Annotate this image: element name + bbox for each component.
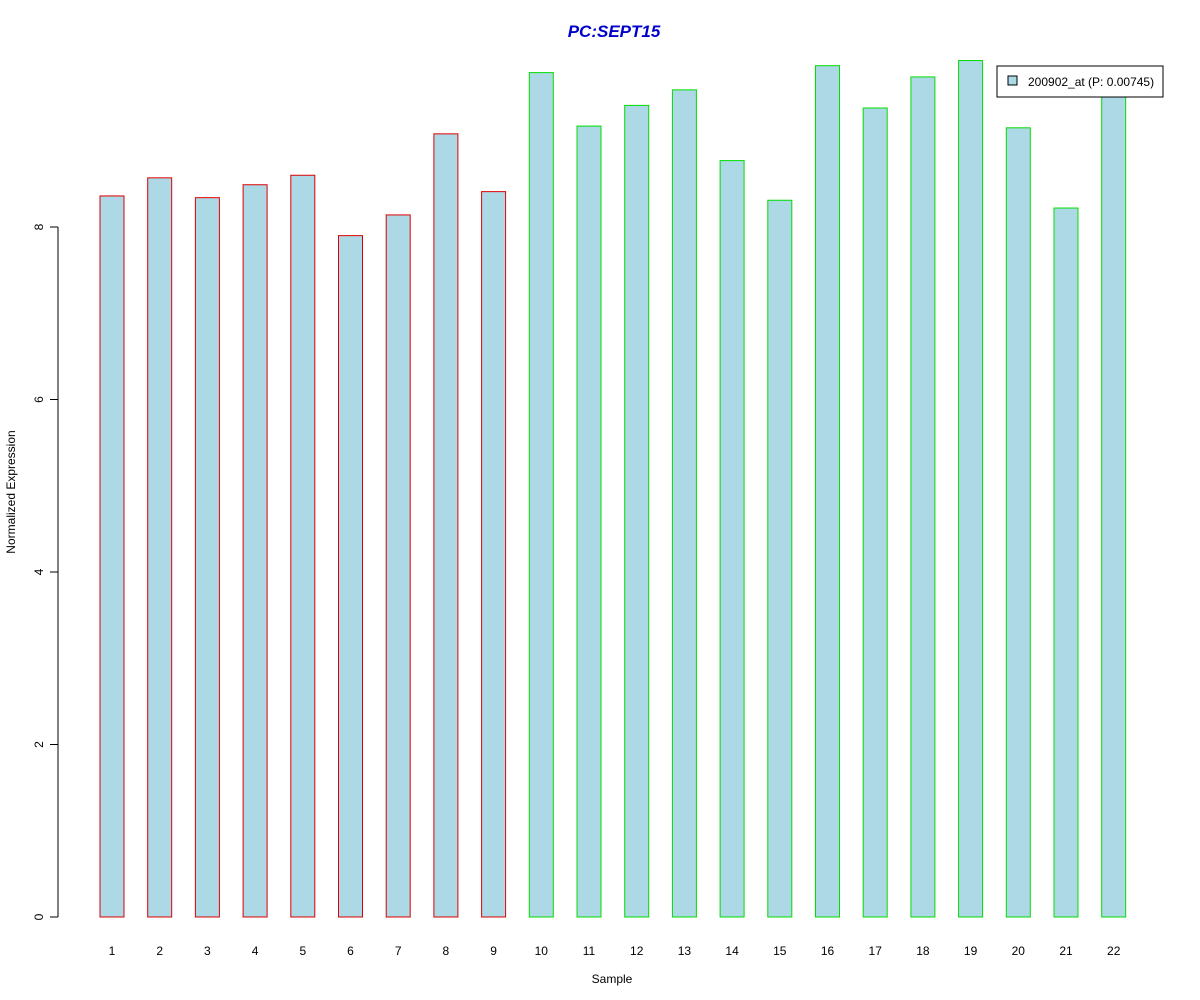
y-tick-label: 6 xyxy=(32,396,46,403)
x-tick-label: 20 xyxy=(1012,944,1026,958)
y-tick-label: 2 xyxy=(32,741,46,748)
chart-title: PC:SEPT15 xyxy=(568,22,661,41)
x-tick-label: 9 xyxy=(490,944,497,958)
x-tick-label: 6 xyxy=(347,944,354,958)
x-tick-label: 15 xyxy=(773,944,787,958)
legend-label: 200902_at (P: 0.00745) xyxy=(1028,75,1154,89)
x-tick-label: 13 xyxy=(678,944,692,958)
x-tick-label: 1 xyxy=(109,944,116,958)
bar-sample-15 xyxy=(767,199,793,918)
bar-sample-7 xyxy=(385,214,411,918)
y-axis: 0 2 4 6 8 xyxy=(32,223,59,920)
x-tick-label: 21 xyxy=(1059,944,1073,958)
bar-sample-4 xyxy=(242,184,268,918)
legend-swatch xyxy=(1007,75,1018,86)
y-tick-label: 8 xyxy=(32,223,46,230)
y-tick-label: 0 xyxy=(32,913,46,920)
bar-sample-3 xyxy=(194,197,220,918)
x-tick-label: 14 xyxy=(725,944,739,958)
x-tick-labels: 1 2 3 4 5 6 7 8 9 10 11 12 13 14 15 16 17 18 19 20 21 22 xyxy=(109,944,1121,958)
x-tick-label: 12 xyxy=(630,944,644,958)
x-tick-label: 3 xyxy=(204,944,211,958)
bar-sample-13 xyxy=(671,89,697,918)
bar-sample-11 xyxy=(576,125,602,918)
bar-sample-2 xyxy=(147,177,173,918)
x-tick-label: 2 xyxy=(156,944,163,958)
x-axis-title: Sample xyxy=(592,972,633,986)
bar-sample-6 xyxy=(338,235,363,918)
x-tick-label: 17 xyxy=(869,944,883,958)
bar-sample-17 xyxy=(862,107,888,918)
x-tick-label: 8 xyxy=(443,944,450,958)
bar-sample-18 xyxy=(910,76,936,918)
x-tick-label: 4 xyxy=(252,944,259,958)
bar-sample-1 xyxy=(99,195,125,918)
bar-sample-16 xyxy=(815,65,840,918)
y-tick-label: 4 xyxy=(32,568,46,575)
x-tick-label: 7 xyxy=(395,944,402,958)
bar-sample-22 xyxy=(1101,90,1127,918)
bar-sample-21 xyxy=(1053,207,1079,918)
bar-sample-10 xyxy=(528,72,554,918)
bar-sample-9 xyxy=(481,191,507,918)
legend-box xyxy=(996,65,1164,98)
bar-sample-19 xyxy=(958,60,984,918)
x-tick-label: 16 xyxy=(821,944,835,958)
x-tick-label: 5 xyxy=(299,944,306,958)
x-tick-label: 18 xyxy=(916,944,930,958)
bar-sample-5 xyxy=(290,174,316,918)
legend: 200902_at (P: 0.00745) xyxy=(996,65,1164,98)
bar-sample-14 xyxy=(719,160,745,918)
x-tick-label: 11 xyxy=(583,944,596,958)
x-tick-label: 22 xyxy=(1107,944,1121,958)
bar-sample-20 xyxy=(1005,127,1031,918)
bar-sample-8 xyxy=(433,133,459,918)
bar-sample-12 xyxy=(624,104,650,918)
bars-group xyxy=(99,60,1127,918)
x-tick-label: 10 xyxy=(535,944,549,958)
y-axis-title: Normalized Expression xyxy=(4,430,18,553)
x-tick-label: 19 xyxy=(964,944,978,958)
